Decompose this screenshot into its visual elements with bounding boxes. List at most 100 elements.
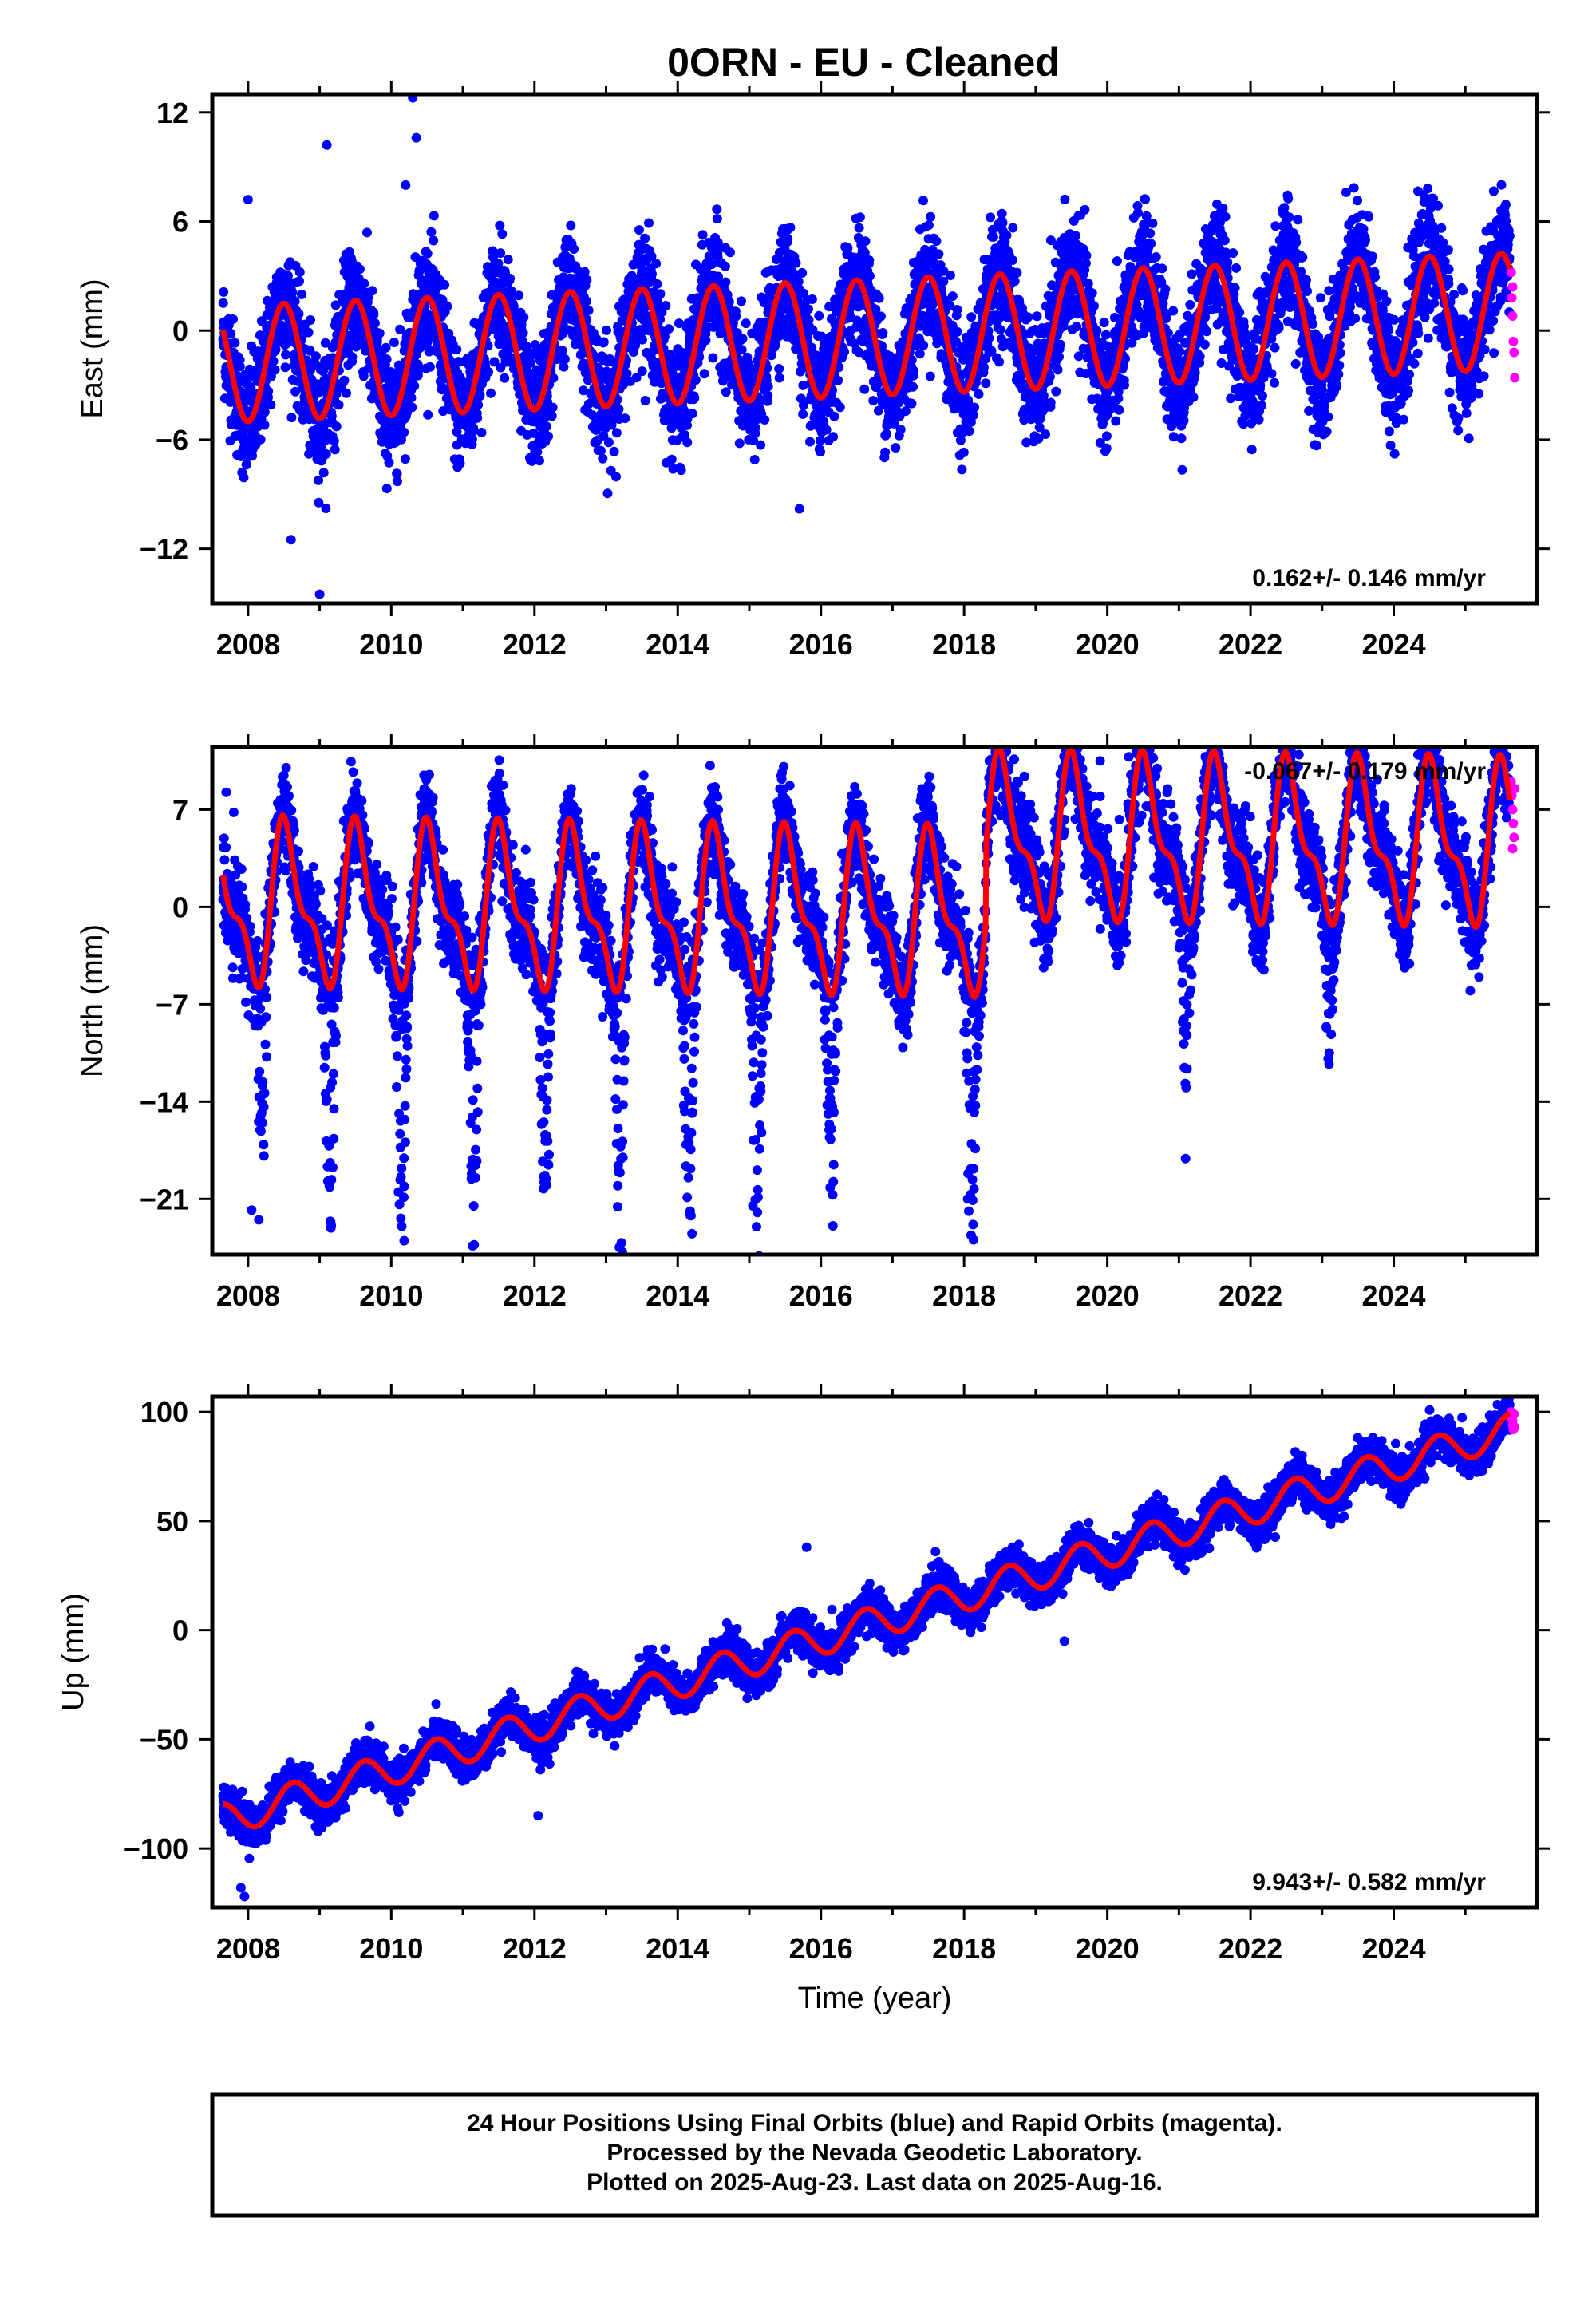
east-data-point <box>263 386 274 397</box>
east-data-point <box>582 275 592 285</box>
east-data-point <box>908 381 918 392</box>
east-data-point <box>835 402 845 413</box>
east-data-point <box>958 447 969 457</box>
east-data-point <box>737 345 747 355</box>
east-data-point <box>281 350 291 360</box>
east-data-point <box>303 327 314 338</box>
east-data-point <box>952 326 962 337</box>
east-data-point <box>995 325 1005 335</box>
east-data-point <box>1089 301 1099 311</box>
east-data-point <box>409 381 420 391</box>
east-data-point <box>1188 392 1199 402</box>
east-data-point <box>1055 339 1065 350</box>
east-data-point <box>637 366 647 377</box>
east-data-point <box>280 362 290 373</box>
east-data-point <box>682 437 693 448</box>
east-data-point <box>381 342 391 353</box>
east-data-point <box>381 354 392 365</box>
east-data-point <box>569 244 579 254</box>
east-data-point <box>805 437 815 447</box>
east-data-point <box>712 214 722 224</box>
east-data-point <box>228 314 238 324</box>
east-data-point <box>807 294 817 304</box>
east-data-point <box>1012 267 1022 278</box>
east-data-point <box>923 220 934 231</box>
east-data-point <box>763 381 773 392</box>
east-data-point <box>984 333 994 343</box>
east-data-point <box>1071 231 1081 241</box>
east-data-point <box>814 310 824 321</box>
east-data-point <box>472 413 483 423</box>
east-data-point <box>1168 306 1179 316</box>
east-data-point <box>947 291 958 302</box>
east-data-point <box>347 352 358 362</box>
east-data-point <box>297 290 306 299</box>
east-data-point <box>609 446 619 456</box>
east-data-point <box>676 465 686 476</box>
east-data-point <box>1101 431 1112 441</box>
east-data-point <box>774 373 784 383</box>
east-data-point <box>957 464 967 475</box>
east-data-point <box>1146 239 1156 249</box>
east-data-point <box>644 218 654 228</box>
east-data-point <box>518 328 528 338</box>
east-data-point <box>783 234 793 244</box>
east-data-point <box>369 318 380 328</box>
east-data-point <box>286 413 297 423</box>
east-data-point <box>666 454 677 464</box>
east-data-point <box>226 329 236 339</box>
east-data-point <box>266 400 276 410</box>
east-data-point <box>367 286 377 296</box>
east-data-point <box>581 296 591 306</box>
east-data-point <box>1185 299 1195 310</box>
east-data-point <box>925 371 935 381</box>
east-data-point <box>756 440 766 450</box>
east-data-point <box>804 304 813 314</box>
east-data-point <box>484 367 494 377</box>
east-data-point <box>583 305 594 315</box>
east-data-point <box>543 431 553 441</box>
east-data-point <box>455 458 465 468</box>
east-data-point <box>1041 429 1050 439</box>
east-data-point <box>218 298 228 308</box>
east-data-point <box>909 366 919 376</box>
east-data-point <box>384 457 394 468</box>
east-final-points <box>218 94 1515 599</box>
east-data-point <box>891 443 901 453</box>
east-data-point <box>268 356 279 366</box>
east-data-point <box>1140 194 1151 204</box>
east-data-point <box>1148 218 1158 228</box>
east-data-point <box>1080 204 1090 215</box>
east-data-point <box>422 248 433 259</box>
east-data-point <box>334 400 344 410</box>
east-data-point <box>503 255 513 265</box>
east-data-point <box>859 384 870 394</box>
east-data-point <box>1038 390 1049 401</box>
panels: 2008 2010 2012 2014 2016 2018 2020 2022 2024−12−… <box>57 81 1550 2015</box>
east-data-point <box>495 220 505 231</box>
east-data-point <box>475 391 485 401</box>
east-data-point <box>839 346 849 357</box>
east-data-point <box>1099 318 1109 328</box>
east-data-point <box>519 312 529 322</box>
east-data-point <box>452 344 462 354</box>
east-data-point <box>994 357 1005 367</box>
east-data-point <box>287 287 298 298</box>
east-data-point <box>283 271 293 281</box>
east-data-point <box>579 267 590 277</box>
east-data-point <box>1001 231 1012 240</box>
east-data-point <box>900 406 911 417</box>
east-data-point <box>815 436 825 445</box>
east-data-point <box>598 337 609 347</box>
east-data-point <box>354 264 365 275</box>
east-data-point <box>855 212 865 223</box>
east-data-point <box>875 311 886 322</box>
east-data-point <box>369 310 379 320</box>
east-data-point <box>1092 326 1102 336</box>
east-data-point <box>690 375 701 385</box>
east-data-point <box>829 411 839 421</box>
east-data-point <box>1114 405 1124 415</box>
east-data-point <box>473 400 484 410</box>
east-data-point <box>1195 351 1205 362</box>
east-data-point <box>828 432 838 442</box>
